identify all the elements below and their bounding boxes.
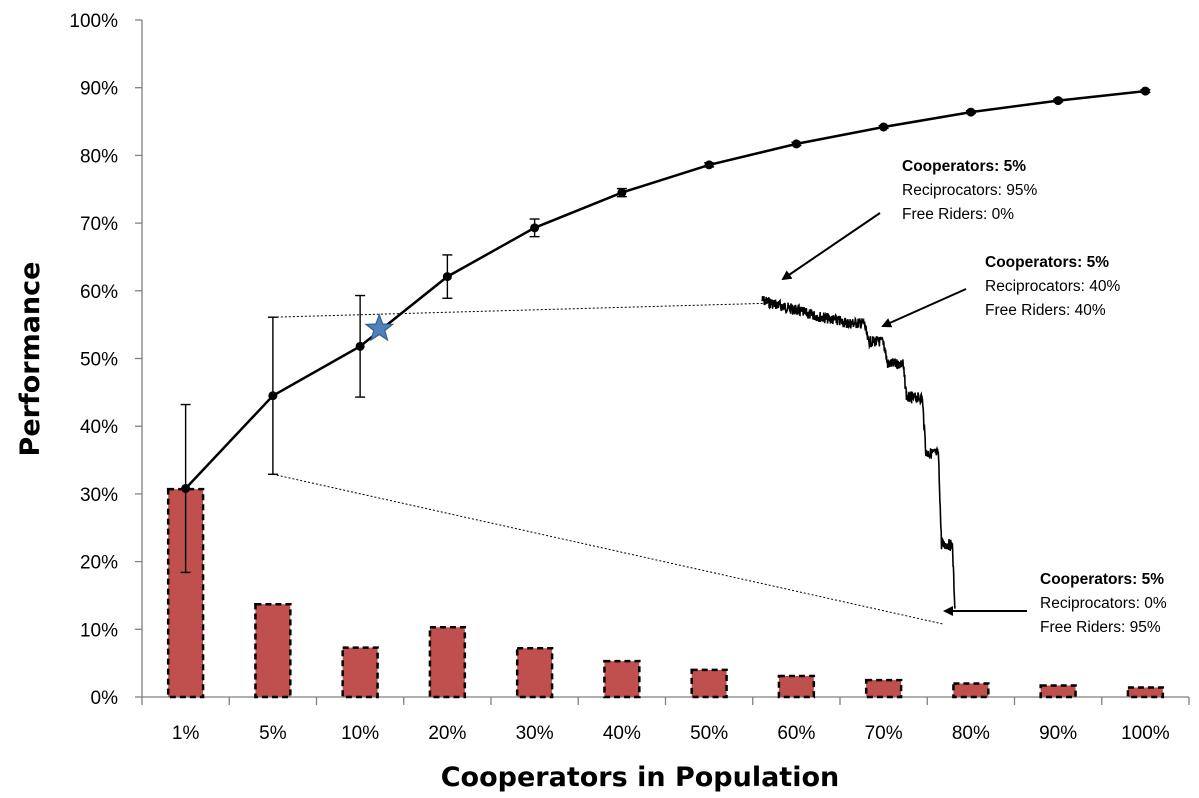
guide-line-top [272, 302, 779, 318]
bar [1126, 686, 1165, 699]
inset-trace [761, 295, 956, 609]
annotation-line: Reciprocators: 0% [1040, 595, 1167, 612]
annotations: Cooperators: 5% Reciprocators: 95% Free Ri… [781, 158, 1167, 636]
y-tick-label: 40% [80, 417, 118, 438]
inset-trace-line [761, 295, 956, 609]
axes: 0% 10% 20% 30% 40% 50% 60% 70% 80% 90% 100% 1% 5% 10%… [69, 11, 1190, 744]
x-tick-label: 70% [865, 723, 903, 744]
line-point [879, 122, 889, 132]
line-point [966, 107, 976, 117]
line-point [181, 483, 191, 493]
annotation-title: Cooperators: 5% [985, 254, 1109, 271]
y-tick-label: 100% [69, 11, 118, 32]
guide-line-bottom [272, 473, 944, 625]
x-tick-label: 20% [428, 723, 466, 744]
line-point [617, 188, 627, 198]
line-point [704, 160, 714, 170]
x-tick-label: 40% [603, 723, 641, 744]
x-tick-label: 90% [1039, 723, 1077, 744]
y-tick-label: 50% [80, 350, 118, 371]
bar [603, 659, 641, 699]
annotation-title: Cooperators: 5% [1040, 571, 1164, 588]
annotation-line: Reciprocators: 40% [985, 278, 1120, 295]
bar [254, 603, 292, 699]
annotation-line: Free Riders: 40% [985, 302, 1106, 319]
x-tick-label: 5% [259, 723, 287, 744]
bar [341, 646, 379, 699]
star-marker [364, 312, 395, 342]
x-tick-label: 30% [516, 723, 554, 744]
line-point [791, 139, 801, 149]
x-axis-title: Cooperators in Population [441, 762, 840, 793]
annotation-title: Cooperators: 5% [902, 158, 1026, 175]
line-point [1053, 96, 1063, 106]
annotation-line: Free Riders: 0% [902, 206, 1014, 223]
zoom-guide-lines [272, 302, 944, 625]
y-tick-label: 80% [80, 146, 118, 167]
y-tick-label: 70% [80, 214, 118, 235]
x-tick-label: 1% [172, 723, 200, 744]
bar [428, 626, 467, 699]
bar [1039, 684, 1077, 699]
x-tick-label: 100% [1121, 723, 1170, 744]
line-point [530, 223, 540, 233]
annotation-arrow [881, 288, 967, 328]
annotation-line: Free Riders: 95% [1040, 619, 1161, 636]
x-tick-label: 80% [952, 723, 990, 744]
performance-line-series [180, 86, 1151, 574]
y-tick-label: 20% [80, 553, 118, 574]
annotation-line: Reciprocators: 95% [902, 182, 1037, 199]
line-point [1140, 86, 1150, 96]
bar-series [166, 487, 1165, 699]
line-point [268, 391, 278, 401]
y-tick-label: 90% [80, 79, 118, 100]
x-tick-label: 50% [690, 723, 728, 744]
y-axis-title: Performance [15, 262, 46, 457]
y-tick-label: 10% [80, 620, 118, 641]
x-tick-label: 60% [777, 723, 815, 744]
bar [690, 668, 728, 699]
y-tick-label: 30% [80, 485, 118, 506]
line-point [442, 272, 452, 282]
bar [777, 674, 816, 699]
x-tick-label: 10% [341, 723, 379, 744]
bar [864, 678, 903, 699]
y-tick-label: 0% [91, 688, 119, 709]
performance-line [184, 89, 1146, 490]
bar [515, 647, 554, 699]
y-tick-label: 60% [80, 282, 118, 303]
annotation-arrow [781, 212, 881, 281]
bar [952, 682, 990, 699]
line-point [355, 341, 365, 351]
